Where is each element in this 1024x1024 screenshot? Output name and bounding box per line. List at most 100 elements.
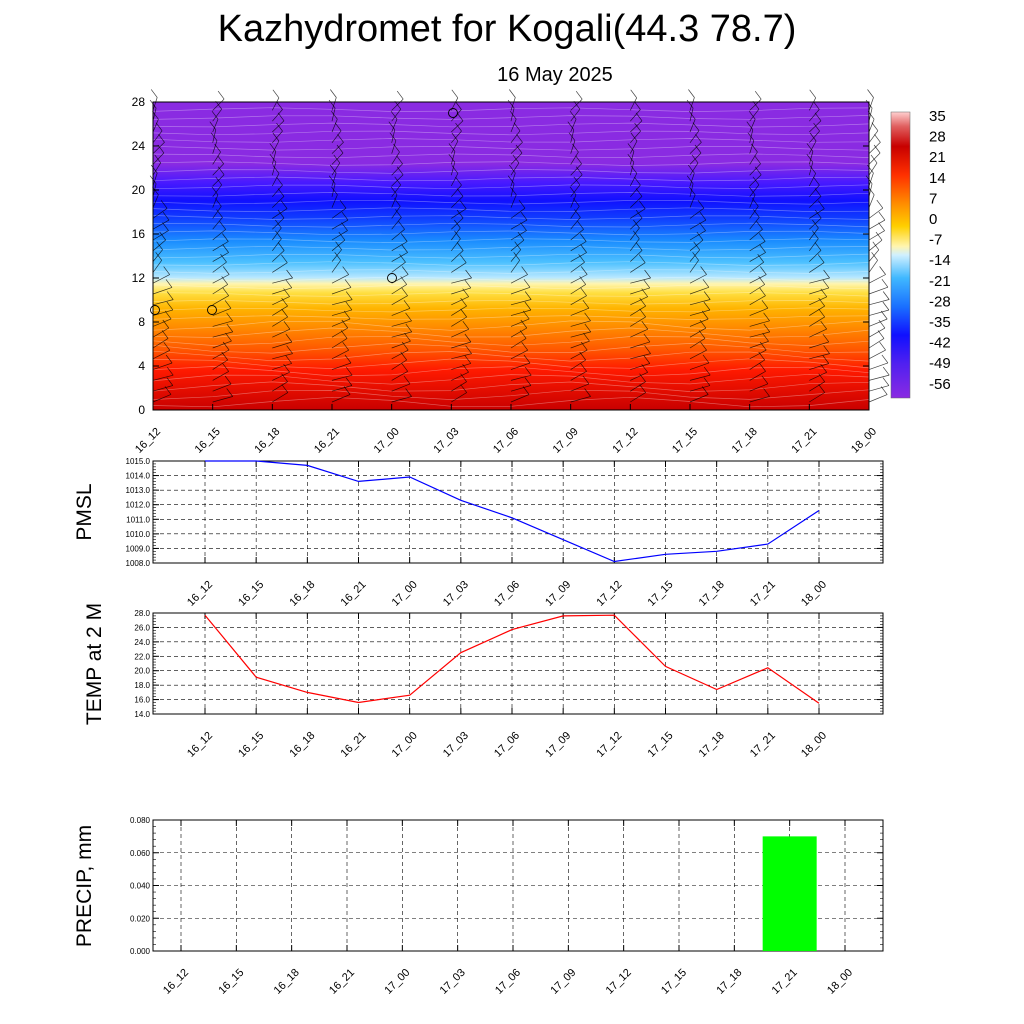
wind-barb [630, 196, 643, 208]
wind-barb [868, 394, 888, 403]
wind-barb [809, 109, 820, 122]
wind-barb [809, 287, 830, 295]
wind-barb-flag [813, 122, 820, 132]
wind-barb-flag [873, 144, 881, 154]
wind-barb-flag [703, 377, 711, 386]
temp-xtick-label: 17_00 [390, 730, 420, 760]
wind-barb-flag [879, 266, 886, 275]
heatmap-xtick-label: 16_18 [252, 426, 282, 456]
wind-barb-flag [523, 354, 531, 364]
colorbar-label: 21 [929, 149, 946, 166]
wind-barb [689, 119, 696, 133]
contour-line [152, 207, 870, 213]
wind-barb [272, 109, 283, 122]
contour-line [152, 200, 870, 205]
colorbar-label: -21 [929, 273, 951, 290]
wind-barb-flag [814, 112, 822, 122]
wind-barb-flag [513, 252, 520, 261]
wind-barb-flag [510, 186, 517, 196]
wind-barb [391, 370, 408, 381]
wind-barb [212, 229, 226, 241]
wind-barb [689, 260, 699, 273]
wind-barb-flag [806, 153, 814, 163]
wind-barb-flag [159, 231, 166, 241]
wind-barb-flag [567, 121, 575, 130]
wind-barb [272, 184, 283, 198]
wind-barb [749, 194, 756, 208]
wind-barb-flag [162, 319, 170, 329]
wind-barb [689, 318, 709, 327]
wind-barb-flag [281, 297, 288, 307]
wind-barb-flag [638, 254, 646, 263]
wind-barb-flag [464, 355, 472, 364]
wind-barb [272, 287, 292, 295]
wind-barb-flag [879, 341, 886, 351]
wind-barb-flag [403, 300, 411, 309]
wind-barb [868, 194, 875, 208]
pmsl-frame [152, 460, 884, 564]
contour-line [152, 343, 870, 354]
wind-barb [331, 374, 353, 381]
wind-barb-flag [643, 355, 651, 364]
wind-barb-flag [215, 176, 222, 186]
wind-barb-flag [224, 375, 232, 385]
precip-xtick-label: 17_15 [659, 967, 689, 997]
wind-barb-flag [460, 373, 467, 382]
wind-barb-flag [162, 222, 169, 231]
wind-barb-flag [688, 186, 696, 196]
wind-barb [570, 274, 588, 284]
contour-line [152, 245, 870, 251]
wind-barb [510, 385, 531, 392]
wind-barb-flag [398, 221, 405, 230]
wind-barb-flag [163, 266, 170, 275]
wind-barb [630, 381, 646, 392]
wind-barb [212, 261, 227, 273]
wind-barb [152, 208, 168, 219]
wind-barb-flag [222, 363, 229, 372]
wind-barb [391, 340, 411, 349]
wind-barb [868, 385, 889, 392]
wind-barb [451, 250, 464, 262]
wind-barb-flag [462, 320, 470, 330]
wind-barb [689, 374, 711, 381]
wind-barb-flag [166, 301, 174, 311]
wind-barb-flag [456, 188, 464, 197]
wind-barb [689, 327, 707, 338]
wind-barb-flag [211, 186, 219, 196]
wind-barb [152, 318, 172, 327]
wind-barb-flag [763, 323, 771, 333]
wind-barb-flag [522, 386, 530, 395]
wind-barb [331, 274, 349, 284]
wind-barb-flag [516, 134, 523, 143]
wind-barb [510, 230, 527, 241]
wind-barb-flag [451, 89, 459, 99]
wind-barb [510, 130, 521, 144]
wind-barb [212, 331, 233, 338]
wind-barb [689, 249, 700, 262]
heatmap-ytick-label: 28 [132, 95, 146, 109]
heatmap-xtick-label: 17_15 [670, 426, 700, 456]
wind-barb [152, 374, 174, 381]
wind-barb [689, 183, 694, 197]
wind-barb-flag [507, 175, 515, 184]
wind-barb [391, 151, 400, 165]
colorbar-frame [890, 111, 911, 399]
wind-barb-flag [388, 121, 396, 130]
contour-line [152, 215, 870, 220]
wind-barb-flag [697, 199, 705, 209]
wind-barb-flag [280, 200, 288, 209]
wind-barb [510, 299, 532, 306]
wind-barb [868, 338, 885, 349]
wind-barb-flag [344, 354, 352, 364]
wind-barb [272, 208, 288, 219]
wind-barb-flag [688, 110, 696, 120]
wind-barb [868, 309, 889, 316]
wind-barb [212, 274, 230, 284]
colorbar-label: -35 [929, 314, 951, 331]
wind-barb-flag [696, 231, 704, 241]
wind-barb [271, 151, 277, 165]
wind-barb-flag [694, 144, 702, 154]
wind-barb [868, 286, 889, 295]
wind-barb [451, 381, 467, 392]
wind-barb-flag [569, 186, 577, 196]
